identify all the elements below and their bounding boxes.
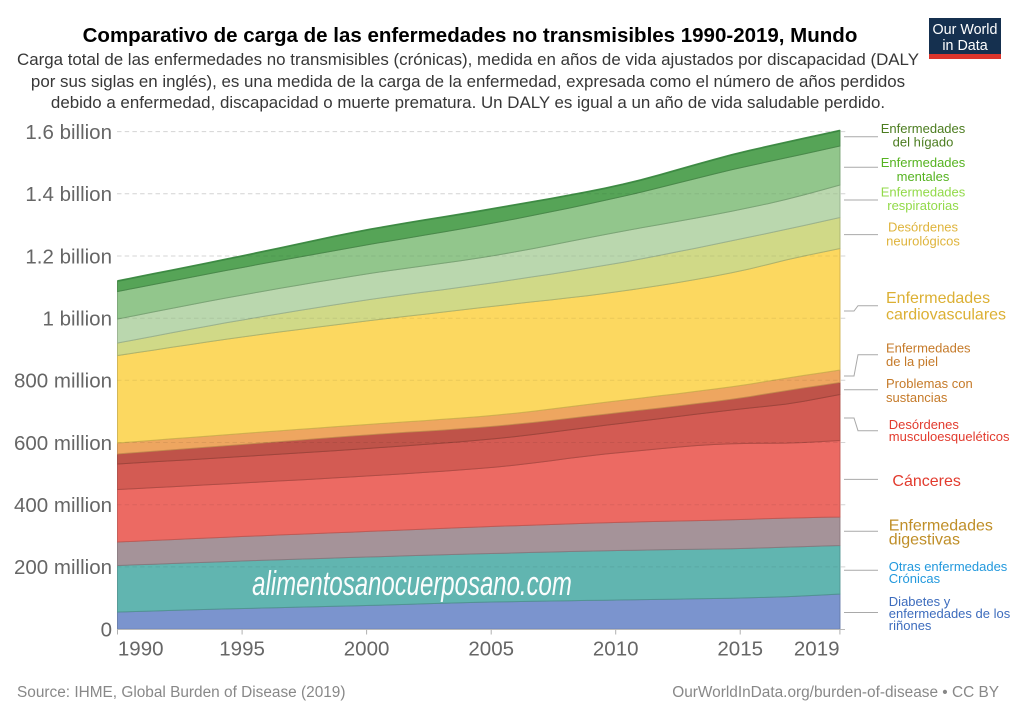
svg-text:2005: 2005	[468, 638, 514, 661]
svg-text:Enfermedades: Enfermedades	[881, 185, 966, 200]
svg-text:2000: 2000	[344, 638, 390, 661]
svg-text:Enfermedades: Enfermedades	[889, 518, 993, 535]
svg-text:Otras enfermedades: Otras enfermedades	[889, 559, 1008, 574]
svg-text:1995: 1995	[219, 638, 265, 661]
svg-text:alimentosanocuerposano.com: alimentosanocuerposano.com	[252, 565, 572, 603]
svg-text:enfermedades de los: enfermedades de los	[889, 606, 1011, 621]
svg-text:mentales: mentales	[897, 169, 950, 184]
svg-text:2015: 2015	[717, 638, 763, 661]
svg-text:Enfermedades: Enfermedades	[886, 341, 971, 356]
svg-text:200 million: 200 million	[14, 556, 112, 579]
svg-text:1.6 billion: 1.6 billion	[25, 121, 112, 144]
svg-text:2019: 2019	[794, 638, 840, 661]
svg-text:Crónicas: Crónicas	[889, 571, 941, 586]
svg-text:cardiovasculares: cardiovasculares	[886, 307, 1006, 324]
svg-text:0: 0	[101, 618, 112, 641]
svg-text:musculoesqueléticos: musculoesqueléticos	[889, 429, 1010, 444]
svg-text:1 billion: 1 billion	[42, 308, 112, 331]
svg-text:Diabetes y: Diabetes y	[889, 594, 951, 609]
svg-text:Cánceres: Cánceres	[892, 473, 960, 490]
svg-text:Desórdenes: Desórdenes	[889, 417, 960, 432]
svg-text:2010: 2010	[593, 638, 639, 661]
svg-text:800 million: 800 million	[14, 370, 112, 393]
svg-text:sustancias: sustancias	[886, 390, 948, 405]
svg-text:neurológicos: neurológicos	[886, 234, 960, 249]
svg-text:riñones: riñones	[889, 618, 932, 633]
svg-text:de la piel: de la piel	[886, 354, 938, 369]
svg-text:1990: 1990	[118, 638, 164, 661]
svg-text:Enfermedades: Enfermedades	[886, 290, 990, 307]
svg-text:Enfermedades: Enfermedades	[881, 155, 966, 170]
svg-text:Desórdenes: Desórdenes	[888, 220, 959, 235]
svg-text:1.2 billion: 1.2 billion	[25, 245, 112, 268]
svg-text:Problemas con: Problemas con	[886, 376, 973, 391]
svg-text:del hígado: del hígado	[893, 134, 954, 149]
svg-text:digestivas: digestivas	[889, 532, 960, 549]
svg-text:respiratorias: respiratorias	[887, 198, 959, 213]
svg-text:1.4 billion: 1.4 billion	[25, 183, 112, 206]
svg-text:Enfermedades: Enfermedades	[881, 121, 966, 136]
svg-text:600 million: 600 million	[14, 432, 112, 455]
svg-text:400 million: 400 million	[14, 494, 112, 517]
